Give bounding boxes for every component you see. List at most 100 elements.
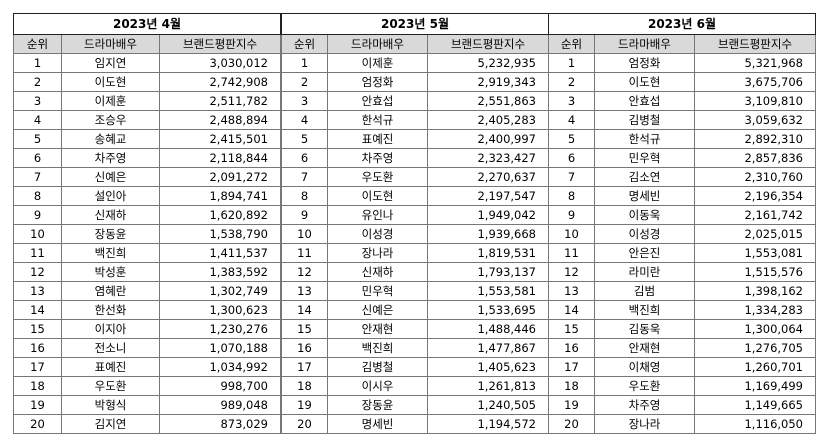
brand-index-cell: 1,533,695	[427, 300, 549, 320]
brand-index-cell: 2,400,997	[427, 129, 549, 149]
brand-index-cell: 2,161,742	[694, 205, 816, 225]
table-row: 20 명세빈 1,194,572	[281, 414, 549, 434]
brand-index-cell: 5,232,935	[427, 53, 549, 73]
actor-name-cell: 안재현	[327, 319, 428, 339]
brand-index-cell: 2,511,782	[159, 91, 281, 111]
actor-name-cell: 차주영	[61, 148, 160, 168]
actor-name-cell: 이성경	[327, 224, 428, 244]
brand-index-cell: 1,819,531	[427, 243, 549, 263]
actor-name-cell: 장동윤	[61, 224, 160, 244]
actor-name-cell: 이도현	[61, 72, 160, 92]
rank-cell: 10	[281, 224, 328, 244]
table-row: 16 백진희 1,477,867	[281, 338, 549, 358]
table-row: 9 신재하 1,620,892	[13, 205, 281, 225]
brand-index-cell: 1,034,992	[159, 357, 281, 377]
brand-index-cell: 1,515,576	[694, 262, 816, 282]
rank-cell: 14	[13, 300, 62, 320]
brand-index-cell: 1,261,813	[427, 376, 549, 396]
brand-index-cell: 1,302,749	[159, 281, 281, 301]
rank-cell: 1	[13, 53, 62, 73]
rank-cell: 3	[281, 91, 328, 111]
table-row: 13 김범 1,398,162	[548, 281, 816, 301]
brand-index-cell: 2,415,501	[159, 129, 281, 149]
rank-cell: 2	[13, 72, 62, 92]
actor-name-cell: 장나라	[327, 243, 428, 263]
brand-index-cell: 1,488,446	[427, 319, 549, 339]
actor-name-cell: 엄정화	[327, 72, 428, 92]
col-actor-header: 드라마배우	[327, 34, 428, 54]
rank-cell: 13	[548, 281, 595, 301]
table-row: 4 조승우 2,488,894	[13, 110, 281, 130]
rank-cell: 4	[281, 110, 328, 130]
table-row: 14 한선화 1,300,623	[13, 300, 281, 320]
rank-cell: 17	[13, 357, 62, 377]
table-row: 12 신재하 1,793,137	[281, 262, 549, 282]
actor-name-cell: 표예진	[61, 357, 160, 377]
actor-name-cell: 라미란	[594, 262, 695, 282]
table-row: 5 한석규 2,892,310	[548, 129, 816, 149]
rank-cell: 14	[548, 300, 595, 320]
table-row: 8 이도현 2,197,547	[281, 186, 549, 206]
actor-name-cell: 명세빈	[594, 186, 695, 206]
rank-cell: 8	[548, 186, 595, 206]
table-row: 19 박형식 989,048	[13, 395, 281, 415]
table-row: 19 차주영 1,149,665	[548, 395, 816, 415]
brand-index-cell: 1,300,064	[694, 319, 816, 339]
table-row: 18 우도환 998,700	[13, 376, 281, 396]
brand-index-cell: 2,091,272	[159, 167, 281, 187]
table-row: 1 이제훈 5,232,935	[281, 53, 549, 73]
table-title: 2023년 5월	[281, 13, 549, 35]
actor-name-cell: 신재하	[327, 262, 428, 282]
brand-index-cell: 1,793,137	[427, 262, 549, 282]
actor-name-cell: 신재하	[61, 205, 160, 225]
table-row: 6 차주영 2,323,427	[281, 148, 549, 168]
rank-cell: 19	[548, 395, 595, 415]
actor-name-cell: 임지연	[61, 53, 160, 73]
rank-cell: 2	[281, 72, 328, 92]
table-row: 15 안재현 1,488,446	[281, 319, 549, 339]
table-row: 7 우도환 2,270,637	[281, 167, 549, 187]
actor-name-cell: 차주영	[594, 395, 695, 415]
table-title: 2023년 6월	[548, 13, 816, 35]
table-row: 2 엄정화 2,919,343	[281, 72, 549, 92]
rank-cell: 11	[548, 243, 595, 263]
table-row: 3 안효섭 3,109,810	[548, 91, 816, 111]
brand-index-cell: 2,323,427	[427, 148, 549, 168]
actor-name-cell: 장나라	[594, 414, 695, 434]
rank-cell: 3	[548, 91, 595, 111]
rank-cell: 6	[13, 148, 62, 168]
rank-cell: 10	[13, 224, 62, 244]
table-row: 8 설인아 1,894,741	[13, 186, 281, 206]
rank-cell: 11	[13, 243, 62, 263]
brand-index-cell: 2,742,908	[159, 72, 281, 92]
table-june: 2023년 6월 순위 드라마배우 브랜드평판지수 1 엄정화 5,321,968 2…	[548, 13, 816, 434]
actor-name-cell: 박성훈	[61, 262, 160, 282]
rank-cell: 12	[13, 262, 62, 282]
rank-cell: 11	[281, 243, 328, 263]
brand-index-cell: 1,553,081	[694, 243, 816, 263]
brand-index-cell: 2,919,343	[427, 72, 549, 92]
table-row: 3 안효섭 2,551,863	[281, 91, 549, 111]
rank-cell: 15	[13, 319, 62, 339]
brand-index-cell: 2,892,310	[694, 129, 816, 149]
rank-cell: 7	[281, 167, 328, 187]
table-row: 18 우도환 1,169,499	[548, 376, 816, 396]
actor-name-cell: 김소연	[594, 167, 695, 187]
table-row: 10 이성경 1,939,668	[281, 224, 549, 244]
actor-name-cell: 우도환	[594, 376, 695, 396]
rank-cell: 2	[548, 72, 595, 92]
actor-name-cell: 우도환	[61, 376, 160, 396]
table-row: 8 명세빈 2,196,354	[548, 186, 816, 206]
rank-cell: 1	[281, 53, 328, 73]
brand-index-cell: 1,620,892	[159, 205, 281, 225]
table-row: 15 김동욱 1,300,064	[548, 319, 816, 339]
table-row: 2 이도현 2,742,908	[13, 72, 281, 92]
actor-name-cell: 우도환	[327, 167, 428, 187]
rank-cell: 19	[281, 395, 328, 415]
actor-name-cell: 민우혁	[327, 281, 428, 301]
rank-cell: 18	[13, 376, 62, 396]
rank-cell: 15	[548, 319, 595, 339]
col-rank-header: 순위	[548, 34, 595, 54]
actor-name-cell: 엄정화	[594, 53, 695, 73]
